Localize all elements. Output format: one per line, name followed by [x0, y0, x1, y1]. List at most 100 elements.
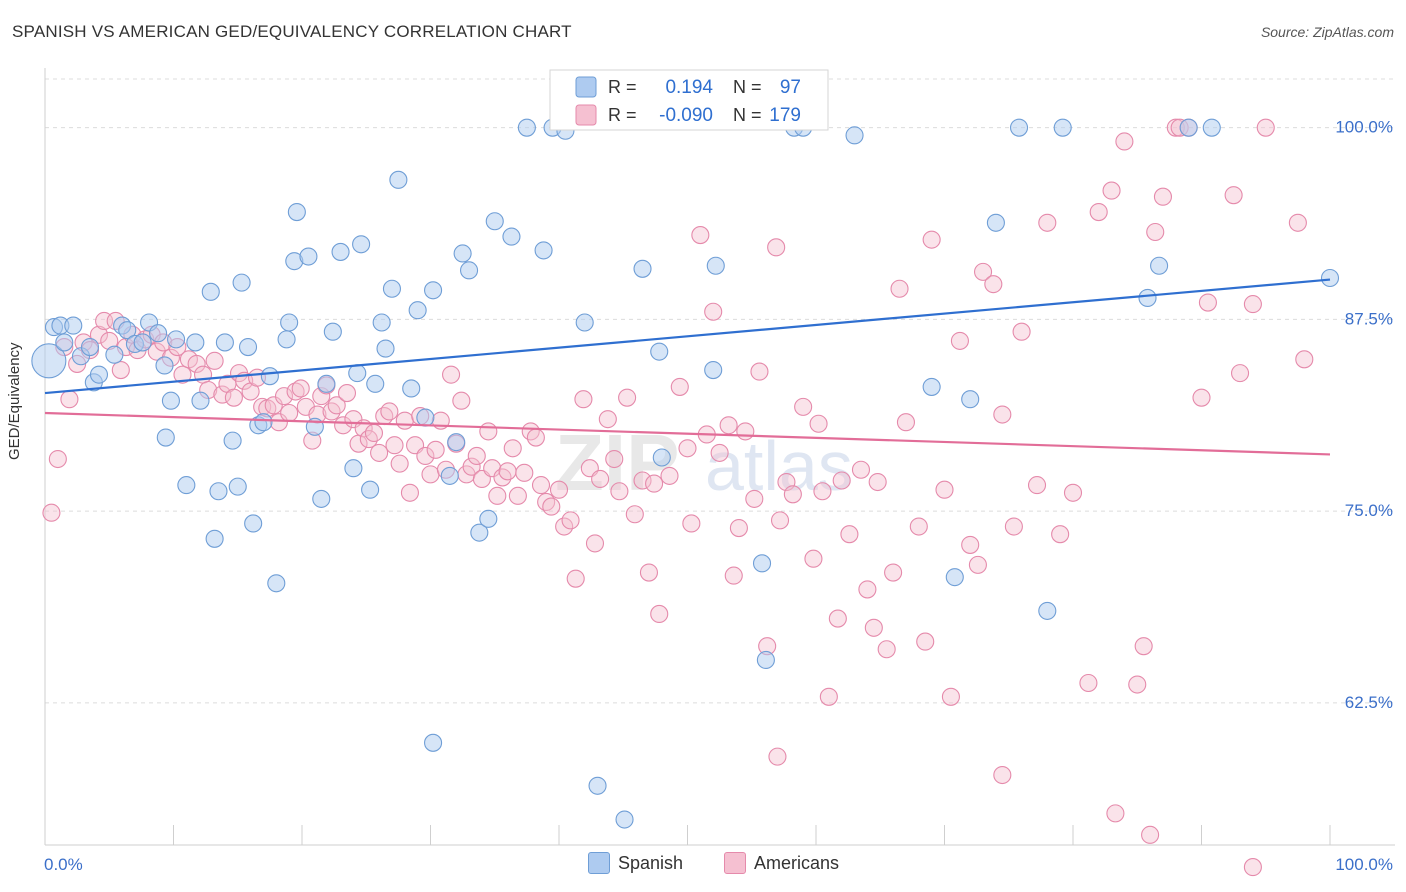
spanish-point: [55, 333, 74, 352]
spanish-point: [228, 477, 247, 496]
american-point: [549, 480, 569, 499]
american-point: [416, 446, 435, 466]
american-point: [1079, 673, 1098, 693]
american-point: [770, 511, 790, 530]
american-point: [832, 471, 851, 490]
american-point: [678, 439, 697, 458]
spanish-point: [299, 247, 318, 266]
spanish-point: [105, 345, 124, 364]
spanish-point: [633, 259, 652, 278]
american-point: [809, 414, 828, 433]
american-point: [650, 604, 669, 624]
american-point: [877, 640, 896, 659]
spanish-point: [205, 529, 224, 548]
american-point: [819, 687, 838, 706]
spanish-point: [485, 212, 504, 231]
american-point: [542, 497, 561, 516]
american-point: [941, 687, 960, 706]
spanish-point: [344, 459, 363, 478]
american-point: [1295, 350, 1314, 369]
americans-trend-line: [44, 411, 1331, 456]
spanish-point: [615, 810, 634, 829]
american-point: [682, 514, 701, 533]
spanish-point: [348, 364, 367, 383]
y-tick-label: 75.0%: [1345, 501, 1393, 520]
american-point: [864, 618, 883, 637]
american-point: [498, 462, 517, 481]
source-label: Source: ZipAtlas.com: [1260, 24, 1394, 40]
american-point: [1231, 364, 1250, 383]
x-tick-label: 0.0%: [44, 855, 83, 874]
y-tick-label: 62.5%: [1345, 693, 1393, 712]
legend-label-americans: Americans: [754, 852, 840, 873]
spanish-point: [177, 476, 196, 495]
spanish-point: [280, 313, 299, 332]
american-point: [426, 440, 445, 459]
american-point: [205, 351, 224, 370]
spanish-point: [424, 281, 443, 300]
american-point: [364, 423, 384, 442]
american-point: [462, 457, 481, 476]
american-point: [1063, 483, 1083, 502]
american-point: [479, 422, 498, 441]
spanish-point: [575, 313, 594, 332]
spanish-point: [312, 489, 331, 508]
spanish-point: [155, 356, 174, 375]
american-point: [42, 503, 61, 522]
american-point: [591, 469, 610, 489]
american-point: [385, 436, 404, 455]
american-point: [645, 474, 664, 493]
american-point: [598, 410, 617, 429]
american-point: [1115, 132, 1134, 151]
american-point: [935, 480, 954, 499]
spanish-point: [223, 431, 242, 450]
american-point: [968, 555, 987, 574]
american-point: [213, 385, 232, 404]
spanish-point: [254, 413, 273, 432]
american-point: [950, 331, 969, 350]
american-point: [736, 422, 755, 441]
american-point: [1256, 118, 1275, 137]
spanish-swatch: [588, 852, 610, 874]
spanish-point: [424, 733, 443, 752]
american-point: [327, 396, 346, 415]
american-point: [851, 460, 871, 479]
legend-label-spanish: Spanish: [618, 852, 684, 873]
spanish-point: [372, 313, 391, 332]
spanish-point: [167, 330, 186, 349]
spanish-point: [986, 213, 1005, 232]
spanish-point: [752, 554, 772, 573]
american-point: [973, 262, 993, 281]
spanish-point: [588, 776, 607, 795]
spanish-point: [652, 448, 671, 467]
spanish-point: [244, 514, 263, 533]
spanish-point: [1053, 118, 1072, 137]
american-point: [750, 362, 769, 381]
spanish-point: [704, 361, 723, 380]
american-point: [618, 388, 637, 407]
spanish-points: [31, 118, 1340, 829]
spanish-point: [361, 480, 380, 499]
spanish-point: [260, 367, 279, 386]
american-point: [1012, 322, 1031, 341]
american-point: [515, 463, 534, 482]
tick-labels: 62.5% 75.0% 87.5% 100.0% 0.0% 100.0%: [44, 118, 1393, 874]
american-point: [291, 379, 310, 398]
spanish-point: [287, 203, 306, 222]
legend-item-americans[interactable]: Americans: [724, 852, 839, 874]
american-point: [868, 472, 887, 492]
american-point: [1106, 804, 1125, 823]
american-point: [1128, 675, 1147, 694]
spanish-point: [31, 343, 67, 379]
legend-n-value: 179: [769, 105, 801, 126]
american-point: [922, 230, 941, 249]
legend-item-spanish[interactable]: Spanish: [588, 852, 683, 874]
spanish-point: [232, 273, 251, 292]
american-point: [840, 525, 859, 544]
spanish-point: [267, 574, 286, 593]
american-point: [1089, 203, 1108, 222]
spanish-point: [470, 523, 489, 542]
legend-swatch: [575, 76, 597, 98]
legend-r-label: R =: [608, 77, 637, 97]
spanish-point: [238, 337, 258, 357]
